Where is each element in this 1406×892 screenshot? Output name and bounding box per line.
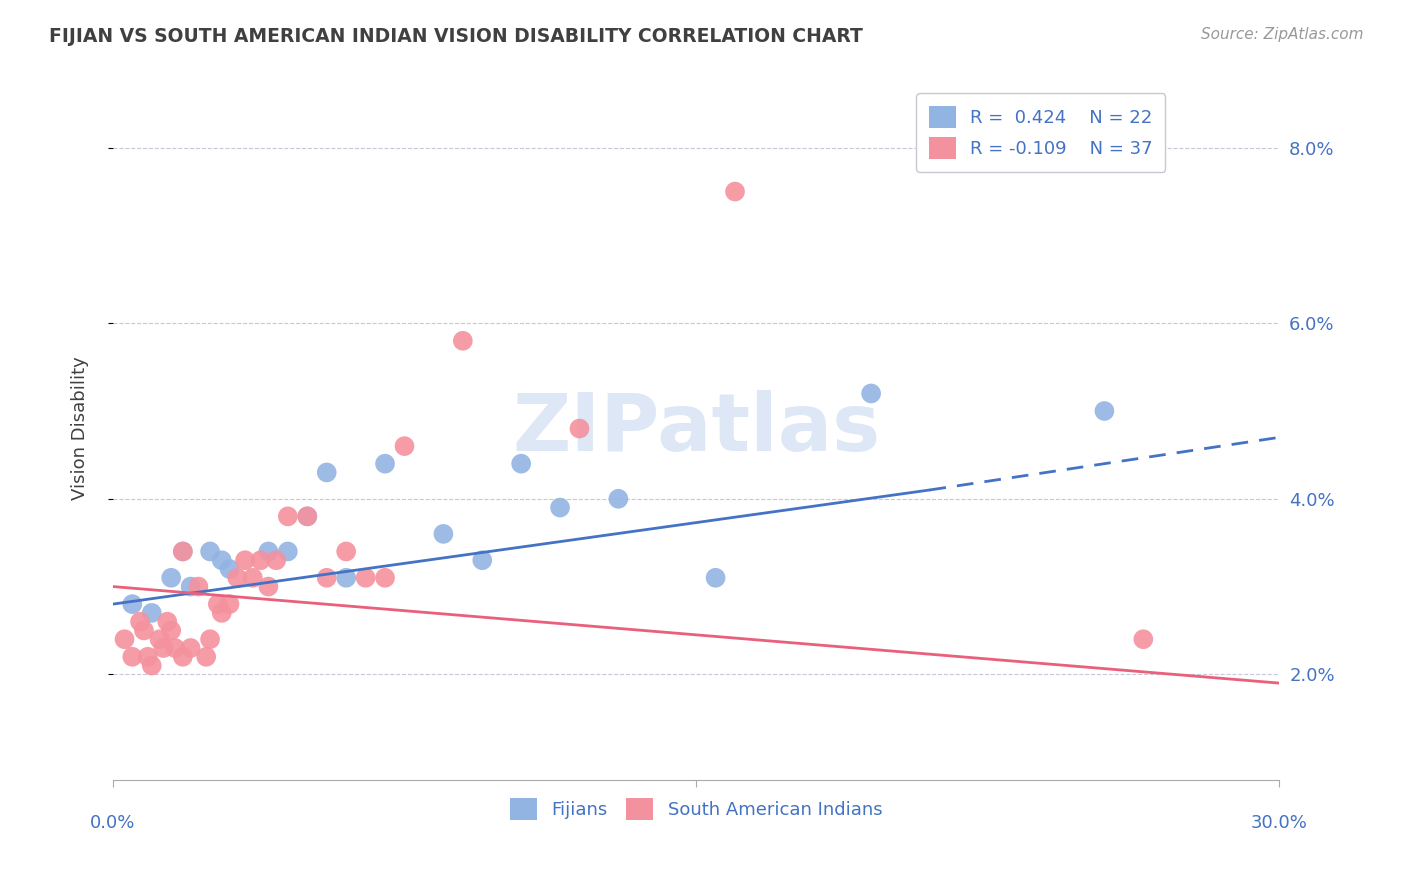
Text: 30.0%: 30.0% xyxy=(1251,814,1308,832)
Point xyxy=(218,597,240,611)
Point xyxy=(432,527,454,541)
Point xyxy=(180,640,202,655)
Point xyxy=(121,597,143,611)
Point xyxy=(257,580,280,594)
Point xyxy=(218,562,240,576)
Point xyxy=(297,509,319,524)
Text: ZIPatlas: ZIPatlas xyxy=(512,390,880,467)
Point xyxy=(233,553,256,567)
Point xyxy=(354,571,377,585)
Point xyxy=(374,571,396,585)
Point xyxy=(471,553,494,567)
Point xyxy=(335,571,357,585)
Point xyxy=(1094,404,1116,418)
Point xyxy=(114,632,136,647)
Point xyxy=(152,640,174,655)
Point xyxy=(121,649,143,664)
Point xyxy=(226,571,249,585)
Point xyxy=(315,571,337,585)
Point xyxy=(394,439,416,453)
Point xyxy=(242,571,264,585)
Point xyxy=(724,185,747,199)
Point xyxy=(165,640,187,655)
Point xyxy=(148,632,170,647)
Legend: Fijians, South American Indians: Fijians, South American Indians xyxy=(503,790,890,827)
Y-axis label: Vision Disability: Vision Disability xyxy=(72,357,89,500)
Point xyxy=(132,624,155,638)
Point xyxy=(195,649,218,664)
Point xyxy=(257,544,280,558)
Point xyxy=(172,649,194,664)
Point xyxy=(211,606,233,620)
Point xyxy=(315,466,337,480)
Point xyxy=(1132,632,1154,647)
Point xyxy=(510,457,533,471)
Point xyxy=(277,509,299,524)
Point xyxy=(374,457,396,471)
Point xyxy=(860,386,883,401)
Point xyxy=(156,615,179,629)
Point xyxy=(277,544,299,558)
Point xyxy=(249,553,271,567)
Point xyxy=(187,580,209,594)
Point xyxy=(141,658,163,673)
Point xyxy=(548,500,571,515)
Point xyxy=(568,421,591,435)
Point xyxy=(451,334,474,348)
Point xyxy=(264,553,287,567)
Point xyxy=(704,571,727,585)
Point xyxy=(180,580,202,594)
Point xyxy=(211,553,233,567)
Point xyxy=(160,571,183,585)
Point xyxy=(136,649,159,664)
Text: 0.0%: 0.0% xyxy=(90,814,135,832)
Point xyxy=(207,597,229,611)
Point xyxy=(160,624,183,638)
Point xyxy=(141,606,163,620)
Point xyxy=(335,544,357,558)
Text: Source: ZipAtlas.com: Source: ZipAtlas.com xyxy=(1201,27,1364,42)
Point xyxy=(198,632,221,647)
Point xyxy=(172,544,194,558)
Point xyxy=(607,491,630,506)
Text: FIJIAN VS SOUTH AMERICAN INDIAN VISION DISABILITY CORRELATION CHART: FIJIAN VS SOUTH AMERICAN INDIAN VISION D… xyxy=(49,27,863,45)
Point xyxy=(172,544,194,558)
Point xyxy=(297,509,319,524)
Point xyxy=(129,615,152,629)
Point xyxy=(198,544,221,558)
